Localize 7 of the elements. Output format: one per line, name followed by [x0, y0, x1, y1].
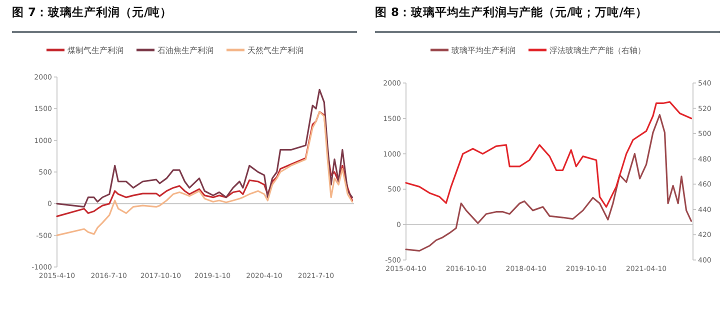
legend-label: 玻璃平均生产利润	[452, 46, 516, 55]
legend-label: 浮法玻璃生产产能（右轴）	[550, 46, 646, 55]
chart-title: 图 8：玻璃平均生产利润与产能（元/吨；万吨/年）	[375, 5, 648, 19]
chart-title: 图 7：玻璃生产利润（元/吨）	[12, 5, 172, 19]
legend-label: 石油焦生产利润	[158, 46, 214, 55]
legend-label: 煤制气生产利润	[68, 46, 124, 55]
legend-label: 天然气生产利润	[248, 46, 304, 55]
